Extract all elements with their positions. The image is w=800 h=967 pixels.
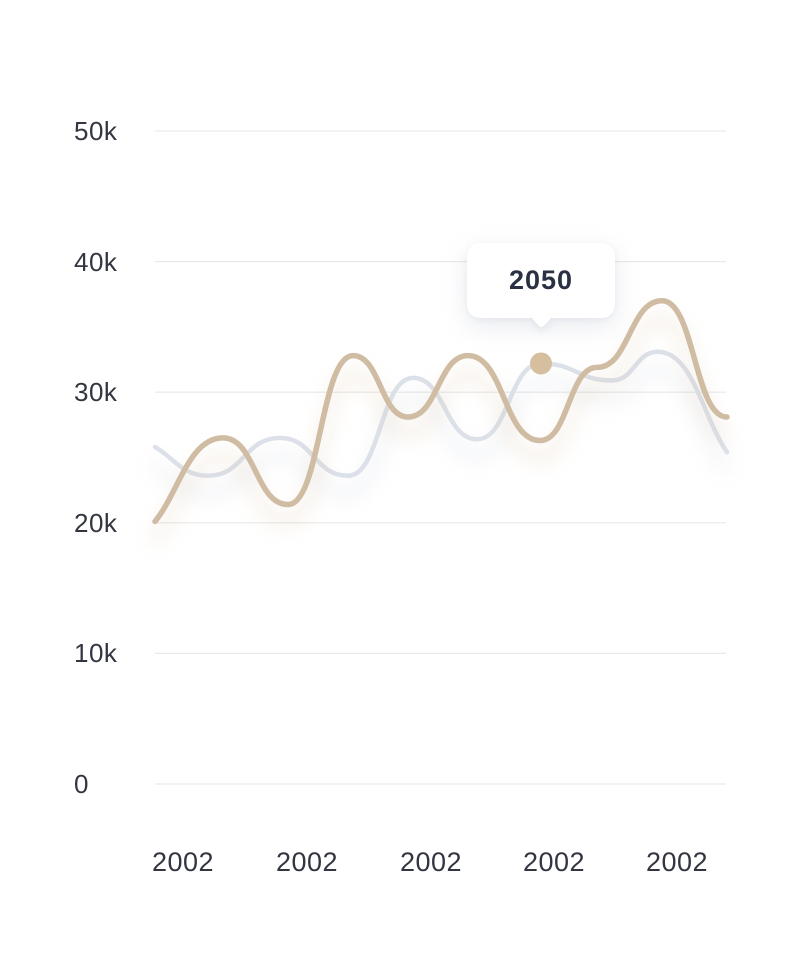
y-axis-tick-label: 20k: [74, 508, 118, 538]
y-axis-tick-label: 30k: [74, 377, 118, 407]
x-axis-tick-label: 2002: [399, 847, 463, 877]
tooltip-dot[interactable]: [530, 352, 552, 375]
series-secondary-line[interactable]: [152, 349, 730, 479]
tooltip: 2050: [467, 243, 615, 329]
y-axis-tick-label: 10k: [74, 638, 118, 668]
x-axis-tick-label: 2002: [645, 847, 709, 877]
y-axis-tick-label: 50k: [74, 116, 118, 146]
y-axis-tick-label: 40k: [74, 247, 118, 277]
x-axis-tick-label: 2002: [522, 847, 586, 877]
series-primary-line[interactable]: [152, 298, 730, 525]
tooltip-value: 2050: [508, 265, 574, 295]
x-axis-tick-label: 2002: [275, 847, 339, 877]
y-axis-tick-label: 0: [74, 769, 89, 799]
x-axis-tick-label: 2002: [151, 847, 215, 877]
